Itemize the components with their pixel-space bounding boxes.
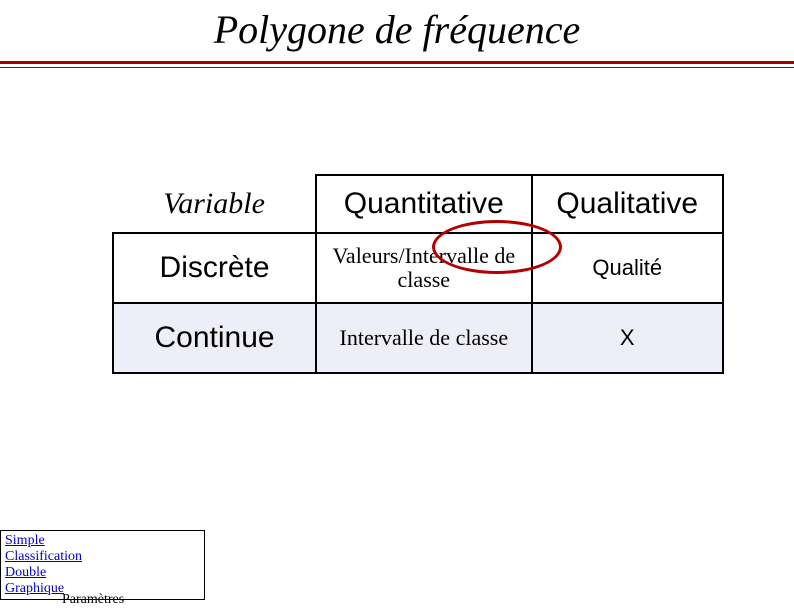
divider-thick xyxy=(0,61,794,64)
nav-link-simple[interactable]: Simple xyxy=(5,533,200,549)
nav-link-double[interactable]: Double xyxy=(5,565,200,581)
header-quantitative: Quantitative xyxy=(316,175,531,233)
header-variable: Variable xyxy=(113,175,316,233)
cell-continue-qual: X xyxy=(532,303,723,373)
cell-discrete-quant: Valeurs/Intervalle de classe xyxy=(316,233,531,303)
nav-link-classification[interactable]: Classification xyxy=(5,549,200,565)
row-label-continue: Continue xyxy=(113,303,316,373)
main-table-wrap: Variable Quantitative Qualitative Discrè… xyxy=(112,174,724,374)
table-header-row: Variable Quantitative Qualitative xyxy=(113,175,723,233)
table-row: Discrète Valeurs/Intervalle de classe Qu… xyxy=(113,233,723,303)
header-qualitative: Qualitative xyxy=(532,175,723,233)
nav-box: Simple Classification Double Graphique xyxy=(0,530,205,600)
row-label-discrete: Discrète xyxy=(113,233,316,303)
main-table: Variable Quantitative Qualitative Discrè… xyxy=(112,174,724,374)
title-area: Polygone de fréquence xyxy=(0,0,794,53)
nav-below-label: Paramètres xyxy=(62,592,124,608)
page-title: Polygone de fréquence xyxy=(214,6,581,53)
cell-discrete-qual: Qualité xyxy=(532,233,723,303)
cell-continue-quant: Intervalle de classe xyxy=(316,303,531,373)
table-row: Continue Intervalle de classe X xyxy=(113,303,723,373)
divider-thin xyxy=(0,67,794,68)
